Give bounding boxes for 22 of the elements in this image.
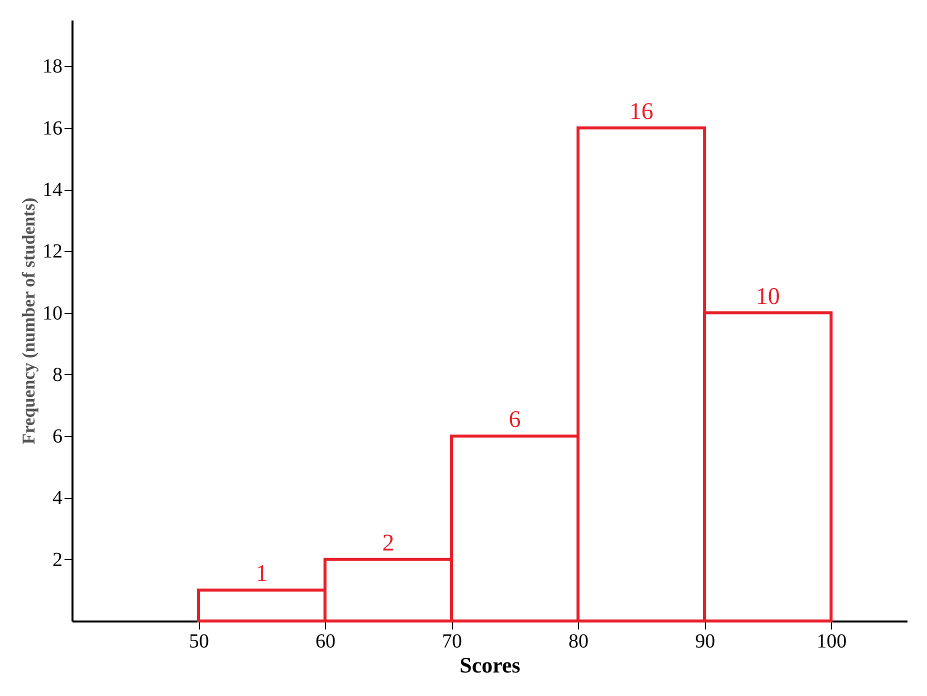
- y-tick-label: 2: [52, 548, 62, 571]
- data-label: 16: [629, 98, 654, 125]
- y-tick-label: 18: [42, 56, 62, 78]
- data-label: 2: [382, 530, 394, 556]
- x-tick-label: 100: [816, 630, 847, 652]
- x-tick-label: 80: [568, 630, 589, 652]
- y-tick-label: 10: [42, 302, 62, 324]
- y-axis-title: Frequency (number of students): [18, 198, 38, 444]
- data-label: 6: [508, 407, 521, 434]
- x-tick-label: 60: [316, 630, 336, 652]
- x-tick-label: 70: [442, 630, 462, 652]
- y-tick-label: 6: [52, 426, 62, 448]
- x-tick-label: 50: [189, 630, 210, 652]
- x-axis-title: Scores: [460, 652, 521, 678]
- data-label: 10: [756, 284, 780, 310]
- data-label: 1: [256, 561, 268, 588]
- y-tick-label: 8: [52, 364, 62, 386]
- y-tick-label: 16: [42, 117, 62, 140]
- y-tick-label: 14: [42, 179, 62, 202]
- y-tick-label: 4: [52, 487, 62, 510]
- x-tick-label: 90: [695, 630, 716, 652]
- y-tick-label: 12: [42, 240, 62, 263]
